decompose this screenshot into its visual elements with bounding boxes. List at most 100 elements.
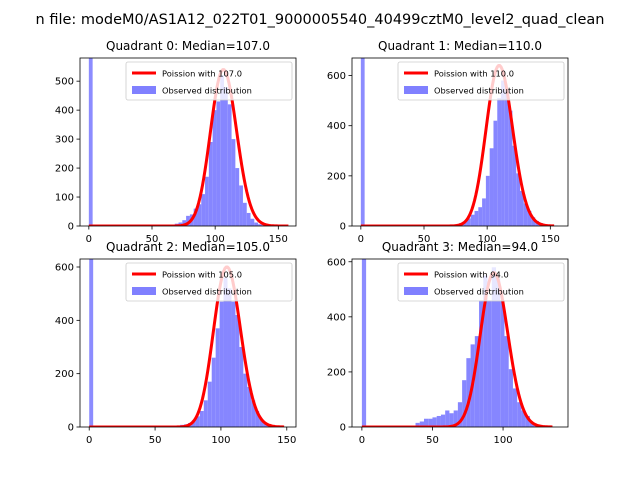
histogram-bar bbox=[191, 420, 196, 427]
histogram-bar bbox=[525, 415, 530, 427]
x-tick-label: 150 bbox=[269, 234, 288, 245]
histogram-bar bbox=[215, 328, 220, 427]
histogram-bar bbox=[470, 214, 475, 226]
y-tick-label: 600 bbox=[327, 257, 346, 268]
plot-area bbox=[361, 259, 553, 427]
y-tick-label: 500 bbox=[55, 77, 74, 88]
legend-label-observed: Observed distribution bbox=[434, 86, 524, 96]
subplot-title: Quadrant 0: Median=107.0 bbox=[106, 39, 270, 53]
histogram-bar bbox=[227, 288, 232, 427]
x-tick-label: 100 bbox=[211, 435, 230, 446]
histogram-bar bbox=[251, 400, 256, 427]
legend-box bbox=[125, 61, 293, 101]
axes-frame bbox=[79, 258, 297, 428]
histogram-bar bbox=[243, 373, 248, 427]
x-tick-label: 0 bbox=[359, 435, 365, 446]
histogram-bar bbox=[436, 415, 441, 427]
y-tick-label: 0 bbox=[68, 423, 74, 434]
legend-label-poisson: Poission with 94.0 bbox=[434, 270, 509, 280]
histogram-bar bbox=[250, 218, 255, 226]
y-tick-label: 200 bbox=[327, 367, 346, 378]
histogram-bar bbox=[521, 410, 526, 427]
histogram-bar bbox=[258, 224, 262, 226]
histogram-bar bbox=[231, 301, 236, 427]
histogram-bar bbox=[445, 410, 450, 427]
histogram-bar bbox=[466, 218, 471, 226]
plot-area bbox=[89, 259, 285, 427]
histogram-bar bbox=[415, 422, 420, 427]
histogram-bar bbox=[508, 369, 513, 427]
legend-hist-swatch bbox=[132, 287, 156, 295]
histogram-bar bbox=[485, 175, 490, 226]
histogram-bar bbox=[239, 185, 243, 226]
y-tick-label: 400 bbox=[327, 121, 346, 132]
histogram-bar bbox=[497, 98, 502, 226]
histogram-bar bbox=[500, 300, 505, 427]
histogram-bar bbox=[527, 210, 532, 226]
histogram-bar bbox=[462, 380, 467, 427]
histogram-bar bbox=[197, 204, 202, 226]
legend: Poission with 105.0 Observed distribution bbox=[125, 262, 293, 302]
histogram-bar bbox=[432, 417, 437, 427]
y-tick-label: 300 bbox=[55, 135, 74, 146]
axes-frame bbox=[351, 258, 569, 428]
legend-label-observed: Observed distribution bbox=[434, 287, 524, 297]
histogram-bar bbox=[457, 402, 463, 427]
subplot-title: Quadrant 2: Median=105.0 bbox=[106, 240, 270, 254]
y-tick-label: 200 bbox=[327, 171, 346, 182]
histogram-bar bbox=[440, 414, 446, 427]
histogram-bar bbox=[242, 202, 247, 226]
legend-label-observed: Observed distribution bbox=[162, 287, 252, 297]
histogram-bar bbox=[428, 418, 433, 427]
y-tick-label: 0 bbox=[340, 423, 346, 434]
histogram-bar bbox=[520, 190, 524, 226]
histogram-bar bbox=[523, 203, 528, 226]
legend: Poission with 110.0 Observed distribution bbox=[397, 61, 565, 101]
x-tick-label: 50 bbox=[146, 234, 159, 245]
histogram-bar bbox=[186, 215, 190, 226]
histogram-bar bbox=[208, 142, 213, 226]
legend: Poission with 94.0 Observed distribution bbox=[397, 262, 565, 302]
histogram-bar-zero bbox=[360, 58, 365, 226]
histogram-bar bbox=[211, 357, 216, 427]
histogram-bar bbox=[493, 120, 498, 226]
histogram-bar bbox=[512, 145, 517, 226]
y-tick-label: 400 bbox=[55, 316, 74, 327]
legend-label-observed: Observed distribution bbox=[162, 86, 252, 96]
histogram-bar bbox=[235, 315, 240, 427]
histogram-bar bbox=[512, 388, 518, 427]
legend-label-poisson: Poission with 110.0 bbox=[434, 69, 514, 79]
histogram-bar bbox=[235, 168, 240, 226]
histogram-bar bbox=[531, 217, 536, 226]
axes-frame bbox=[79, 57, 297, 227]
legend-hist-swatch bbox=[132, 86, 156, 94]
subplot-title: Quadrant 3: Median=94.0 bbox=[382, 240, 538, 254]
x-tick-label: 50 bbox=[418, 234, 431, 245]
histogram-bar bbox=[207, 381, 212, 427]
y-tick-label: 200 bbox=[55, 164, 74, 175]
histogram-bar bbox=[205, 176, 209, 226]
legend-hist-swatch bbox=[404, 287, 428, 295]
x-tick-label: 150 bbox=[541, 234, 560, 245]
histogram-bar bbox=[182, 220, 187, 226]
histogram-bar bbox=[246, 212, 251, 226]
subplot-quadrant-0: 0 50 100 150 0 100 200 300 400 500 Quadrant 0: Med… bbox=[55, 39, 297, 245]
y-tick-label: 0 bbox=[68, 222, 74, 233]
histogram-bar bbox=[508, 110, 513, 226]
histogram-bar bbox=[212, 110, 217, 226]
histogram-bar bbox=[483, 275, 488, 427]
histogram-bar bbox=[263, 423, 268, 427]
y-tick-label: 200 bbox=[55, 369, 74, 380]
histogram-bar bbox=[516, 173, 520, 226]
histogram-bar bbox=[216, 101, 221, 226]
histogram-bar bbox=[239, 347, 244, 427]
histogram-bar bbox=[517, 402, 522, 427]
histogram-bar bbox=[463, 221, 467, 226]
legend-hist-swatch bbox=[404, 86, 428, 94]
subplot-title: Quadrant 1: Median=110.0 bbox=[378, 39, 542, 53]
poisson-curve bbox=[88, 68, 289, 226]
histogram-bar-zero bbox=[88, 58, 93, 226]
histogram-bar-zero bbox=[89, 259, 94, 427]
histogram-bar bbox=[259, 419, 264, 427]
histogram-bar bbox=[504, 90, 509, 226]
